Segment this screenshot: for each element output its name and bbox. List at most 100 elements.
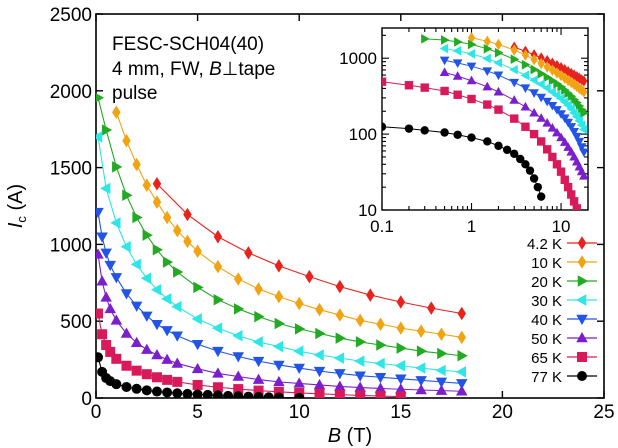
- data-point: [151, 320, 163, 331]
- data-point: [105, 346, 116, 357]
- x-axis-label: B (T): [328, 425, 372, 447]
- data-point: [233, 303, 245, 315]
- data-point: [355, 313, 365, 328]
- data-point: [212, 382, 223, 393]
- inset-data-point: [454, 37, 463, 47]
- data-point: [273, 392, 284, 398]
- data-point: [252, 356, 265, 368]
- data-point: [132, 157, 141, 172]
- inset-series-2: [421, 33, 588, 118]
- inset-data-point: [580, 108, 588, 118]
- inset-data-point: [567, 190, 576, 199]
- inset-series-line: [382, 126, 542, 197]
- data-point: [131, 365, 142, 376]
- inset-data-point: [537, 68, 547, 79]
- data-point: [335, 332, 346, 344]
- data-point: [395, 374, 407, 385]
- x-tick-label: 25: [593, 402, 614, 423]
- inset-data-point: [548, 57, 556, 69]
- data-point: [96, 207, 104, 219]
- inset-data-point: [439, 56, 450, 66]
- data-point: [223, 390, 234, 398]
- data-point: [416, 345, 428, 357]
- data-point: [273, 386, 284, 397]
- legend-item: 20 K: [531, 274, 597, 291]
- inset-data-point: [529, 174, 539, 183]
- inset-data-point: [530, 64, 540, 75]
- data-point: [254, 310, 265, 323]
- data-point: [415, 376, 427, 387]
- inset-data-point: [578, 124, 588, 135]
- data-point: [202, 389, 213, 398]
- data-point: [151, 348, 163, 360]
- data-point: [335, 279, 345, 294]
- main-series-0: [152, 176, 467, 321]
- data-point: [252, 373, 265, 384]
- legend-marker: [576, 294, 587, 306]
- data-point: [104, 260, 116, 272]
- inset-data-point: [509, 78, 520, 88]
- y-tick-label: 0: [81, 389, 92, 410]
- inset-data-point: [382, 122, 387, 131]
- legend-label: 10 K: [531, 255, 562, 272]
- inset-data-point: [529, 107, 539, 117]
- inset-axes: 0.1 1 10 10 100 1000: [339, 28, 589, 236]
- data-point: [374, 373, 387, 384]
- data-point: [100, 291, 112, 302]
- inset-y-tick-label: 100: [349, 125, 377, 144]
- legend-label: 20 K: [531, 274, 562, 291]
- legend-label: 65 K: [531, 350, 562, 367]
- inset-series-7: [382, 122, 546, 201]
- data-point: [192, 389, 203, 398]
- main-series-4: [96, 207, 468, 390]
- data-point: [173, 223, 182, 238]
- data-point: [263, 392, 274, 398]
- inset-data-point: [483, 137, 492, 146]
- inset-x-tick-label: 10: [552, 217, 571, 236]
- inset-data-point: [573, 80, 581, 93]
- data-point: [252, 336, 263, 348]
- legend: 4.2 K 10 K 20 K 30 K 40 K 50 K 65 K 77 K: [527, 236, 597, 386]
- inset-data-point: [404, 81, 414, 90]
- data-point: [191, 362, 204, 374]
- inset-data-point: [382, 77, 387, 86]
- data-point: [162, 374, 173, 385]
- data-point: [110, 217, 121, 229]
- data-point: [416, 324, 426, 338]
- data-point: [150, 283, 162, 296]
- data-point: [142, 229, 153, 241]
- data-point: [274, 289, 284, 304]
- inset-data-point: [536, 192, 546, 201]
- data-point: [120, 327, 133, 338]
- inset-data-point: [404, 124, 414, 133]
- inset-data-point: [453, 130, 462, 139]
- annotation-conditions: 4 mm, FW, B⊥tape: [112, 59, 275, 80]
- inset-data-point: [494, 38, 503, 51]
- inset-data-point: [580, 75, 588, 87]
- inset-data-point: [530, 53, 538, 66]
- inset-data-point: [420, 83, 429, 92]
- legend-marker: [577, 255, 587, 269]
- legend-label: 4.2 K: [527, 236, 562, 253]
- data-point: [294, 323, 306, 335]
- inset-data-point: [548, 75, 558, 86]
- inset-data-point: [493, 71, 504, 81]
- data-point: [213, 259, 223, 274]
- data-point: [130, 336, 143, 347]
- inset-series-1: [467, 32, 588, 98]
- legend-label: 77 K: [531, 369, 562, 386]
- data-point: [375, 391, 386, 398]
- inset-data-point: [494, 141, 503, 151]
- data-point: [374, 382, 387, 393]
- legend-item: 77 K: [531, 369, 597, 386]
- main-series-7: [96, 352, 305, 398]
- data-point: [376, 339, 387, 351]
- data-point: [161, 353, 173, 364]
- inset-data-point: [516, 154, 525, 164]
- annotation-method: pulse: [112, 83, 157, 104]
- data-point: [456, 385, 468, 396]
- inset-data-point: [543, 61, 551, 73]
- data-point: [334, 369, 346, 380]
- data-point: [437, 347, 448, 360]
